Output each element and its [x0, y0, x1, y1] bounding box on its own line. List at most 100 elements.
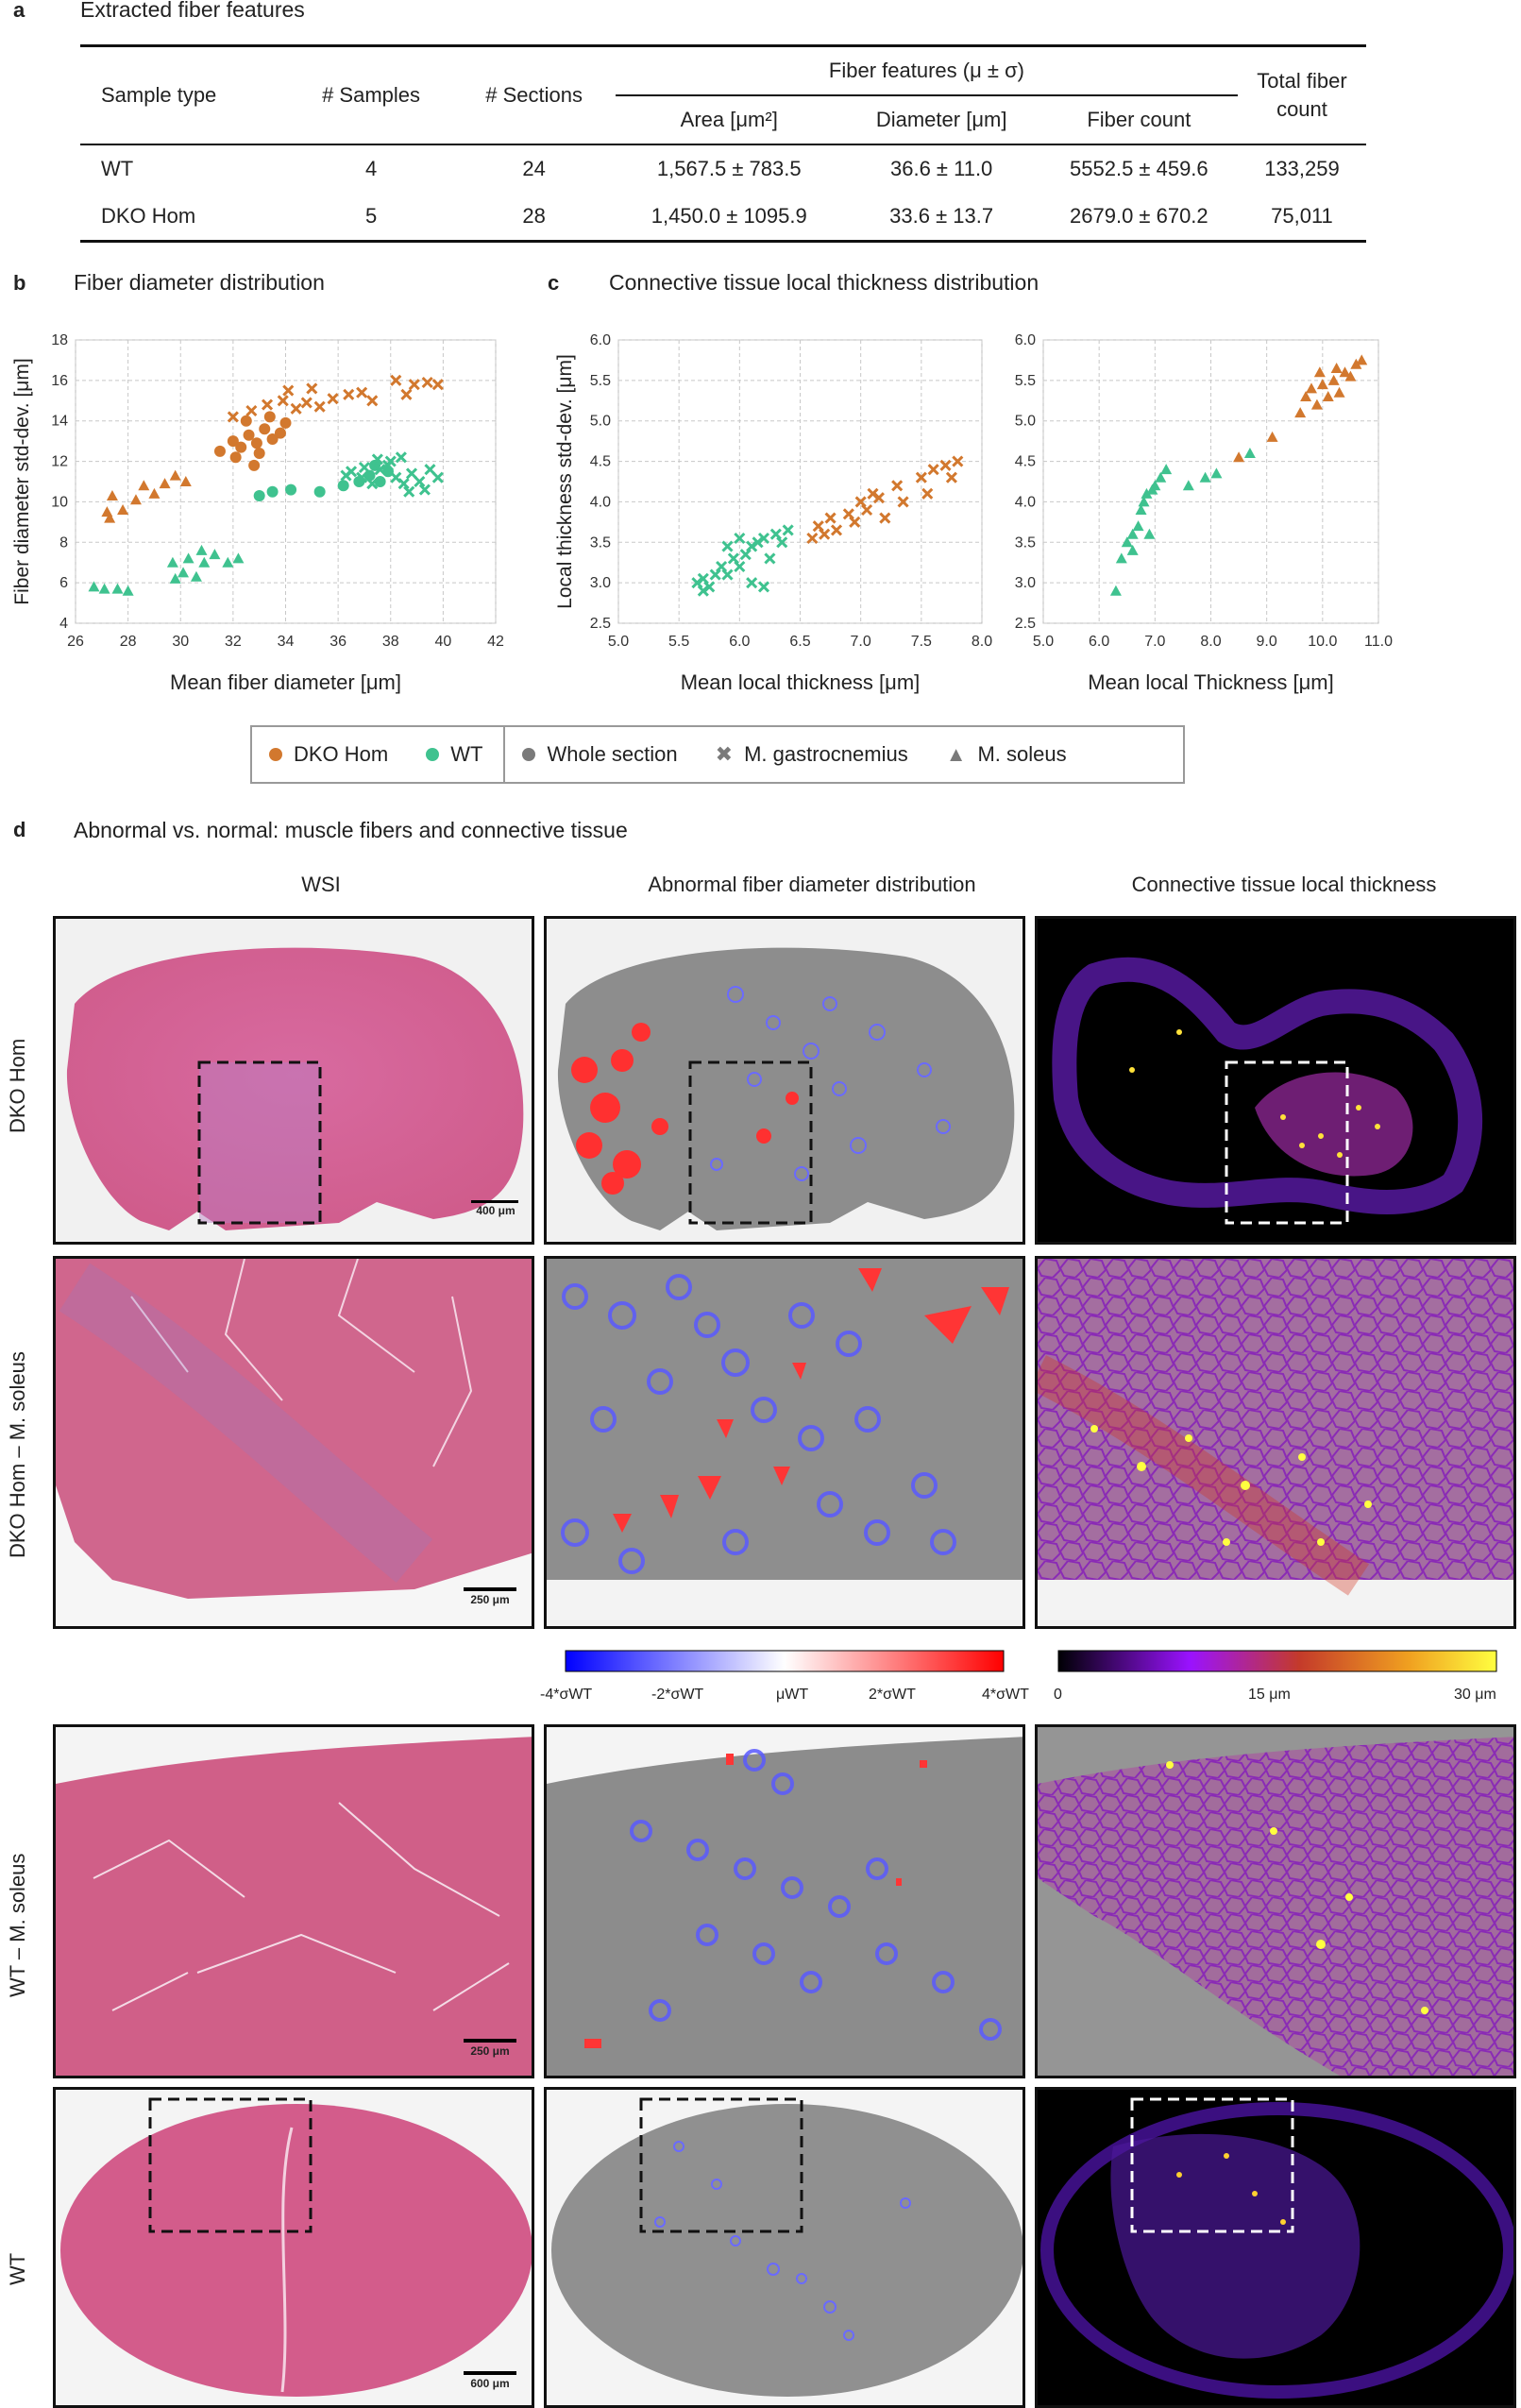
data-point: [358, 461, 370, 474]
data-point: [371, 453, 383, 466]
data-point: [739, 549, 752, 561]
thickness-map-image: [1040, 2097, 1513, 2399]
cell-total: 75,011: [1271, 204, 1333, 228]
colorbar-abnormal: [565, 1650, 1005, 1672]
scale-bar-label: 600 μm: [470, 2377, 510, 2390]
abnormal-dko-overview: [544, 916, 1025, 1245]
data-point: [106, 490, 118, 500]
cell-area: 1,450.0 ± 1095.9: [651, 204, 807, 228]
data-point: [1333, 386, 1345, 398]
data-point: [243, 429, 255, 441]
data-point: [1141, 487, 1153, 499]
y-tick-label: 8: [59, 534, 68, 551]
row-label-wt: WT: [6, 2252, 29, 2285]
data-point: [431, 471, 444, 483]
data-point: [1143, 528, 1156, 539]
data-point: [1356, 354, 1368, 365]
y-tick-label: 3.5: [590, 534, 611, 551]
data-point: [1115, 552, 1127, 564]
x-tick-label: 10.0: [1308, 634, 1337, 650]
data-point: [1350, 358, 1362, 369]
cell-diameter: 33.6 ± 13.7: [889, 204, 994, 228]
cell-sections: 28: [522, 204, 546, 228]
hdr-sample-type: Sample type: [101, 83, 217, 107]
data-point: [721, 540, 734, 552]
x-tick-label: 5.5: [668, 634, 689, 650]
data-point: [169, 572, 181, 584]
data-point: [734, 560, 746, 573]
data-point: [418, 483, 431, 496]
data-point: [232, 552, 245, 564]
data-point: [709, 568, 721, 581]
abnormal-zoom-image: [547, 1737, 1022, 2076]
data-point: [337, 480, 349, 492]
cbar1-label: 2*σWT: [869, 1687, 916, 1703]
data-point: [179, 476, 192, 486]
legend-divider: [503, 727, 506, 782]
data-point: [891, 480, 904, 492]
abnormal-wt-overview: [544, 2087, 1025, 2408]
x-tick-label: 34: [278, 634, 295, 650]
scale-bar-250-wt: 250 μm: [462, 2039, 518, 2058]
data-point: [363, 469, 376, 482]
data-point: [313, 485, 326, 498]
data-point: [227, 411, 239, 423]
data-point: [400, 388, 413, 400]
panel-d-title: Abnormal vs. normal: muscle fibers and c…: [74, 818, 628, 842]
dko-swatch: [269, 748, 282, 761]
scale-bar-400: 400 μm: [476, 1204, 515, 1217]
y-tick-label: 14: [51, 414, 68, 430]
panel-b-letter: b: [13, 271, 26, 295]
data-point: [776, 536, 788, 549]
data-point: [921, 487, 934, 500]
data-point: [277, 395, 289, 407]
x-tick-label: 38: [382, 634, 399, 650]
y-tick-label: 5.5: [1015, 373, 1036, 389]
data-point: [374, 464, 386, 476]
y-tick-label: 4.0: [1015, 494, 1036, 510]
wsi-dko-soleus: 250 μm: [53, 1256, 534, 1629]
data-point: [253, 448, 265, 459]
data-point: [403, 485, 415, 498]
abnormal-map-image: [551, 2097, 1022, 2397]
tissue-zoom-image: [56, 1737, 532, 2076]
data-point: [313, 400, 326, 413]
data-point: [138, 480, 150, 491]
y-tick-label: 18: [51, 332, 68, 348]
data-point: [1210, 467, 1223, 479]
data-point: [854, 496, 867, 508]
y-tick-label: 16: [51, 373, 68, 389]
cell-sample: DKO Hom: [101, 204, 196, 228]
cell-samples: 4: [364, 157, 378, 180]
y-tick-label: 3.5: [1015, 534, 1036, 551]
data-point: [366, 478, 379, 490]
x-tick-label: 6.5: [789, 634, 810, 650]
thickness-zoom-image: [1038, 1259, 1513, 1596]
data-point: [861, 503, 873, 517]
scale-bar-line: [464, 2039, 516, 2043]
cross-marker-icon: ✖: [715, 742, 734, 766]
cbar1-label: μWT: [776, 1687, 809, 1703]
thickness-map-image: [1052, 957, 1483, 1225]
data-point: [746, 540, 758, 552]
wt-swatch: [426, 748, 440, 761]
abnormal-wt-soleus: [544, 1724, 1025, 2078]
data-point: [129, 494, 142, 505]
hdr-sections: # Sections: [485, 83, 583, 107]
hdr-diameter: Diameter [μm]: [875, 108, 1007, 131]
data-point: [1109, 585, 1122, 596]
data-point: [227, 435, 239, 448]
panel-a-title: Extracted fiber features: [80, 0, 305, 22]
data-point: [374, 476, 386, 487]
scale-bar-600: 600 μm: [462, 2371, 518, 2390]
thickness-scatter-gastrocnemius: 5.0 5.5 6.0 6.5 7.0 7.5 8.0 2.5 3.0 3.5 4.0 4.5 5.0 5…: [554, 332, 992, 694]
data-point: [166, 556, 178, 568]
panel-b-title: Fiber diameter distribution: [74, 270, 325, 295]
legend-gastro: M. gastrocnemius: [744, 742, 908, 766]
data-point: [806, 532, 819, 545]
fiber-diameter-scatter: 26 28 30 32 34 36 38 40 42 4 6 8 10 12 14 16 18 Mean fibe…: [11, 332, 504, 694]
x-axis-label: Mean fiber diameter [μm]: [170, 670, 401, 694]
data-point: [177, 567, 190, 578]
x-tick-label: 6.0: [729, 634, 750, 650]
scale-bar-label: 250 μm: [470, 1593, 510, 1606]
